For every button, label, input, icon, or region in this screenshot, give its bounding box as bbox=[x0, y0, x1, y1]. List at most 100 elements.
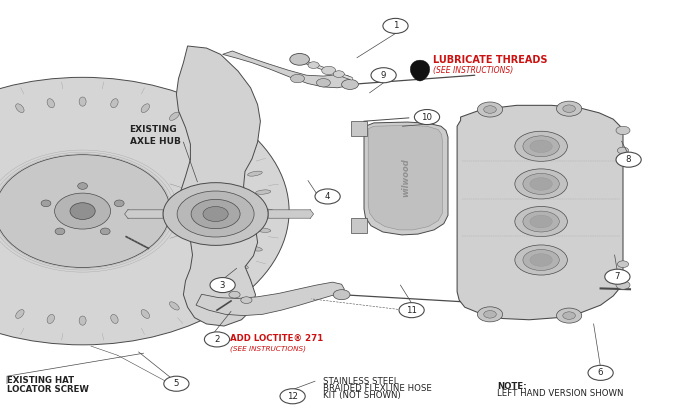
Text: BRAIDED FLEXLINE HOSE: BRAIDED FLEXLINE HOSE bbox=[323, 384, 433, 393]
Ellipse shape bbox=[141, 104, 150, 112]
Text: EXISTING HAT: EXISTING HAT bbox=[7, 376, 74, 385]
Ellipse shape bbox=[55, 193, 111, 229]
Circle shape bbox=[290, 54, 309, 65]
Ellipse shape bbox=[195, 123, 206, 131]
Ellipse shape bbox=[530, 178, 552, 190]
Circle shape bbox=[177, 191, 254, 237]
Ellipse shape bbox=[530, 140, 552, 153]
Circle shape bbox=[333, 71, 344, 77]
Text: wilwood: wilwood bbox=[402, 159, 410, 197]
Circle shape bbox=[477, 307, 503, 322]
Ellipse shape bbox=[523, 211, 559, 232]
Ellipse shape bbox=[248, 246, 262, 251]
Circle shape bbox=[204, 332, 230, 347]
Text: 9: 9 bbox=[381, 71, 386, 80]
Circle shape bbox=[315, 189, 340, 204]
Circle shape bbox=[163, 183, 268, 245]
Circle shape bbox=[308, 62, 319, 69]
Text: ADD LOCTITE® 271: ADD LOCTITE® 271 bbox=[230, 334, 323, 343]
Ellipse shape bbox=[169, 112, 179, 120]
Text: (SEE INSTRUCTIONS): (SEE INSTRUCTIONS) bbox=[433, 66, 513, 75]
Polygon shape bbox=[364, 122, 448, 235]
Circle shape bbox=[210, 278, 235, 293]
Polygon shape bbox=[457, 105, 623, 320]
Circle shape bbox=[290, 74, 304, 83]
Circle shape bbox=[316, 79, 330, 87]
Ellipse shape bbox=[141, 310, 150, 319]
Circle shape bbox=[203, 206, 228, 222]
Ellipse shape bbox=[15, 104, 24, 112]
Ellipse shape bbox=[111, 314, 118, 324]
Ellipse shape bbox=[47, 99, 55, 108]
Text: 3: 3 bbox=[220, 280, 225, 290]
Circle shape bbox=[342, 79, 358, 89]
Ellipse shape bbox=[258, 209, 274, 213]
Ellipse shape bbox=[100, 228, 110, 235]
FancyBboxPatch shape bbox=[351, 121, 367, 136]
Ellipse shape bbox=[79, 97, 86, 106]
Ellipse shape bbox=[256, 228, 271, 232]
Text: (SEE INSTRUCTIONS): (SEE INSTRUCTIONS) bbox=[230, 346, 306, 352]
Ellipse shape bbox=[70, 203, 95, 219]
Circle shape bbox=[605, 269, 630, 284]
Ellipse shape bbox=[0, 77, 289, 345]
Circle shape bbox=[241, 297, 252, 303]
Text: NOTE:: NOTE: bbox=[497, 382, 526, 391]
Circle shape bbox=[164, 376, 189, 391]
Circle shape bbox=[616, 152, 641, 167]
Circle shape bbox=[617, 147, 629, 154]
Ellipse shape bbox=[217, 138, 230, 144]
Text: 12: 12 bbox=[287, 392, 298, 401]
Ellipse shape bbox=[234, 153, 248, 159]
Ellipse shape bbox=[514, 131, 567, 161]
Text: 11: 11 bbox=[406, 306, 417, 315]
Polygon shape bbox=[223, 51, 351, 88]
Circle shape bbox=[563, 312, 575, 319]
FancyBboxPatch shape bbox=[351, 218, 367, 233]
Circle shape bbox=[616, 126, 630, 135]
Text: KIT (NOT SHOWN): KIT (NOT SHOWN) bbox=[323, 391, 401, 400]
Circle shape bbox=[556, 101, 582, 116]
FancyArrow shape bbox=[125, 209, 163, 219]
Ellipse shape bbox=[169, 302, 179, 310]
Text: 4: 4 bbox=[325, 192, 330, 201]
Ellipse shape bbox=[47, 314, 55, 324]
Circle shape bbox=[371, 68, 396, 83]
Ellipse shape bbox=[79, 316, 86, 325]
Circle shape bbox=[484, 106, 496, 113]
Ellipse shape bbox=[523, 136, 559, 157]
Ellipse shape bbox=[514, 169, 567, 199]
Text: LUBRICATE THREADS: LUBRICATE THREADS bbox=[433, 55, 547, 65]
Ellipse shape bbox=[114, 200, 124, 206]
Ellipse shape bbox=[111, 99, 118, 108]
Ellipse shape bbox=[530, 254, 552, 266]
Polygon shape bbox=[176, 46, 260, 326]
Polygon shape bbox=[368, 125, 442, 230]
Text: 8: 8 bbox=[626, 155, 631, 164]
Circle shape bbox=[563, 105, 575, 112]
Ellipse shape bbox=[523, 173, 559, 194]
Text: AXLE HUB: AXLE HUB bbox=[130, 137, 181, 146]
Circle shape bbox=[588, 365, 613, 380]
Circle shape bbox=[191, 199, 240, 229]
Ellipse shape bbox=[0, 155, 170, 268]
Circle shape bbox=[333, 290, 350, 300]
Ellipse shape bbox=[248, 171, 262, 176]
Ellipse shape bbox=[195, 291, 206, 299]
Ellipse shape bbox=[530, 215, 552, 228]
Circle shape bbox=[229, 291, 240, 298]
Ellipse shape bbox=[523, 250, 559, 270]
Ellipse shape bbox=[234, 263, 248, 269]
Circle shape bbox=[556, 308, 582, 323]
Ellipse shape bbox=[256, 190, 271, 194]
Polygon shape bbox=[196, 282, 344, 316]
Ellipse shape bbox=[41, 200, 51, 206]
Circle shape bbox=[383, 18, 408, 33]
Text: 1: 1 bbox=[393, 21, 398, 31]
Circle shape bbox=[414, 110, 440, 125]
FancyArrow shape bbox=[268, 209, 314, 219]
Ellipse shape bbox=[217, 278, 230, 285]
Circle shape bbox=[322, 66, 336, 75]
Circle shape bbox=[616, 281, 630, 289]
Circle shape bbox=[477, 102, 503, 117]
